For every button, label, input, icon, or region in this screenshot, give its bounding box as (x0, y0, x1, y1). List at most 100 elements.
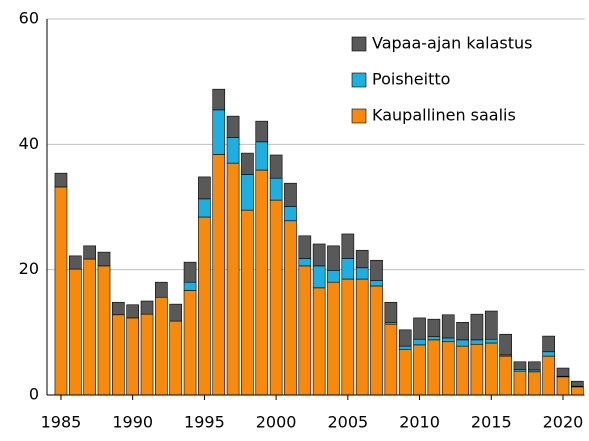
bar-segment (441, 341, 455, 396)
bar-segment (298, 258, 312, 267)
bar-segment (169, 303, 183, 322)
bar-segment (198, 176, 211, 200)
legend-swatch (351, 36, 367, 52)
bar-segment (68, 268, 82, 396)
bar-segment (427, 318, 441, 338)
bar-segment (456, 322, 469, 341)
bar-segment (255, 141, 269, 171)
y-tick-label: 0 (29, 385, 39, 404)
bar-segment (298, 265, 312, 396)
bar-segment (571, 386, 584, 396)
x-tick-label: 2000 (256, 413, 297, 432)
x-tick-label: 1985 (41, 413, 82, 432)
bar-segment (54, 172, 68, 188)
bar-segment (226, 137, 240, 164)
bar-segment (398, 329, 412, 347)
bar-segment (499, 333, 512, 356)
bar-segment (140, 313, 154, 396)
bar-segment (198, 216, 211, 396)
bar-segment (298, 235, 312, 259)
bar-segment (441, 314, 455, 339)
bar-segment (513, 361, 527, 370)
bar-segment (470, 313, 484, 341)
bar-segment (527, 371, 541, 396)
bar-segment (355, 267, 369, 280)
bar-segment (312, 243, 326, 267)
bar-segment (355, 278, 369, 396)
legend-label: Vapaa-ajan kalastus (372, 34, 532, 53)
bar-segment (183, 261, 197, 283)
bar-segment (255, 169, 269, 396)
bar-segment (556, 367, 570, 377)
bar-segment (441, 337, 455, 343)
bar-segment (126, 317, 140, 396)
bar-segment (68, 255, 82, 270)
bar-segment (212, 109, 226, 155)
bar-segment (327, 281, 340, 396)
bar-segment (513, 370, 527, 396)
bar-segment (241, 209, 254, 396)
legend-label: Poisheitto (372, 70, 450, 89)
bar-segment (456, 345, 469, 396)
bar-segment (155, 281, 168, 298)
bar-segment (97, 265, 111, 396)
bar-segment (398, 348, 412, 396)
bar-segment (484, 342, 498, 396)
bar-segment (556, 376, 570, 396)
bar-segment (140, 300, 154, 315)
bar-segment (241, 174, 254, 211)
bar-segment (427, 336, 441, 341)
bar-segment (413, 317, 426, 340)
x-tick-label: 2005 (327, 413, 368, 432)
bar-segment (255, 120, 269, 143)
bar-segment (527, 361, 541, 371)
bar-segment (542, 351, 555, 357)
bar-segment (126, 304, 140, 319)
legend-swatch (351, 72, 367, 88)
bar-segment (284, 220, 297, 396)
bar-segment (269, 177, 283, 201)
legend-swatch (351, 108, 367, 124)
bar-segment (470, 343, 484, 396)
bar-segment (470, 339, 484, 345)
bar-segment (112, 301, 125, 316)
bar-segment (355, 249, 369, 269)
bar-segment (241, 152, 254, 175)
y-tick-label: 40 (19, 134, 39, 153)
bar-segment (413, 344, 426, 396)
x-tick-label: 2015 (471, 413, 512, 432)
x-tick-label: 1990 (112, 413, 153, 432)
bar-segment (370, 285, 383, 396)
bar-segment (269, 154, 283, 179)
bar-segment (427, 339, 441, 396)
bar-segment (484, 310, 498, 340)
bar-segment (327, 245, 340, 271)
bar-segment (83, 245, 96, 260)
bar-segment (54, 186, 68, 396)
bar-segment (484, 338, 498, 344)
legend-label: Kaupallinen saalis (372, 106, 516, 125)
bar-segment (341, 233, 355, 259)
bar-segment (226, 162, 240, 396)
bar-segment (312, 265, 326, 289)
bar-segment (198, 198, 211, 218)
y-tick-label: 20 (19, 259, 39, 278)
bar-segment (398, 345, 412, 350)
bar-segment (97, 251, 111, 267)
y-tick-label: 60 (19, 9, 39, 28)
bar-segment (269, 199, 283, 396)
bar-segment (155, 296, 168, 396)
bar-segment (456, 339, 469, 347)
x-tick-label: 2010 (399, 413, 440, 432)
bar-segment (571, 380, 584, 387)
bar-segment (370, 259, 383, 281)
bar-segment (413, 338, 426, 346)
bar-segment (226, 115, 240, 138)
bar-segment (341, 278, 355, 396)
bar-segment (212, 88, 226, 111)
bar-segment (183, 290, 197, 396)
bar-segment (542, 335, 555, 353)
bar-segment (284, 182, 297, 207)
bar-segment (384, 301, 398, 323)
